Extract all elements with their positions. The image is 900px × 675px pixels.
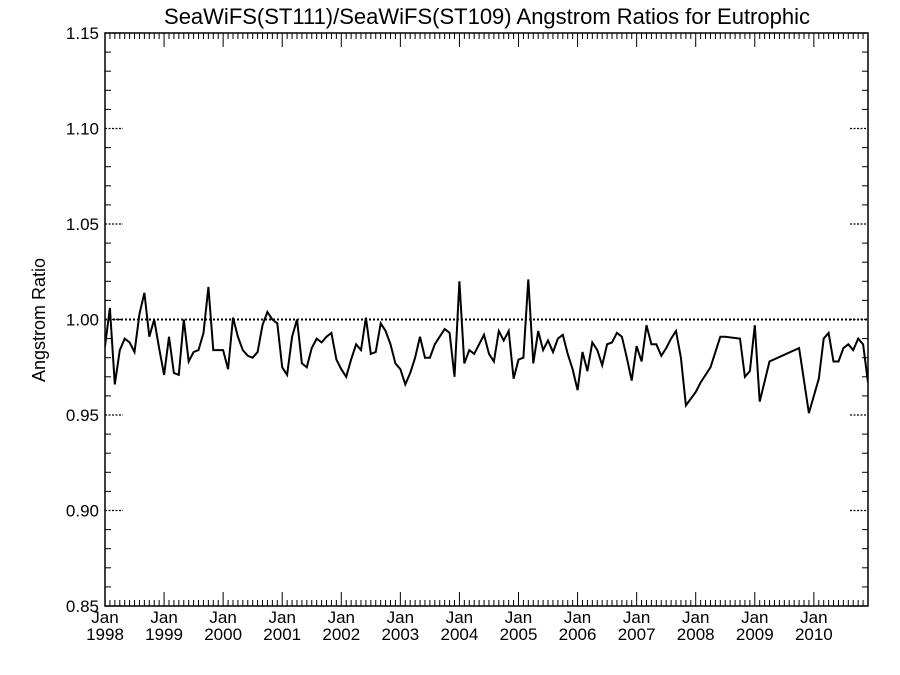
x-ticks: Jan1998Jan1999Jan2000Jan2001Jan2002Jan20…	[86, 33, 869, 644]
x-tick-month-label: Jan	[387, 608, 414, 627]
y-tick-label: 1.15	[66, 24, 99, 43]
x-tick-month-label: Jan	[682, 608, 709, 627]
x-tick-year-label: 2009	[736, 625, 774, 644]
series-line-0	[105, 279, 868, 414]
y-tick-label: 0.90	[66, 502, 99, 521]
y-axis-label: Angstrom Ratio	[29, 258, 49, 382]
x-tick-month-label: Jan	[623, 608, 650, 627]
x-tick-year-label: 2007	[618, 625, 656, 644]
x-tick-month-label: Jan	[209, 608, 236, 627]
x-tick-month-label: Jan	[564, 608, 591, 627]
x-tick-month-label: Jan	[328, 608, 355, 627]
x-tick-month-label: Jan	[800, 608, 827, 627]
x-tick-year-label: 1998	[86, 625, 124, 644]
x-tick-year-label: 2001	[263, 625, 301, 644]
x-tick-year-label: 2002	[322, 625, 360, 644]
y-tick-label: 0.95	[66, 406, 99, 425]
x-tick-month-label: Jan	[150, 608, 177, 627]
x-tick-month-label: Jan	[91, 608, 118, 627]
x-tick-year-label: 2008	[677, 625, 715, 644]
x-tick-year-label: 2000	[204, 625, 242, 644]
y-tick-label: 1.05	[66, 215, 99, 234]
chart-title: SeaWiFS(ST111)/SeaWiFS(ST109) Angstrom R…	[164, 4, 810, 29]
y-ticks: 0.85 0.90 0.95 1.00 1.05 1.10 1.15	[66, 24, 868, 616]
x-tick-month-label: Jan	[505, 608, 532, 627]
y-tick-label: 1.10	[66, 120, 99, 139]
y-tick-label: 1.00	[66, 311, 99, 330]
x-tick-year-label: 2004	[441, 625, 479, 644]
x-tick-year-label: 2003	[381, 625, 419, 644]
x-tick-month-label: Jan	[446, 608, 473, 627]
series-layer	[105, 279, 868, 414]
y-tick-label: 0.85	[66, 597, 99, 616]
x-tick-year-label: 2006	[559, 625, 597, 644]
x-tick-year-label: 1999	[145, 625, 183, 644]
x-tick-month-label: Jan	[741, 608, 768, 627]
x-tick-year-label: 2005	[500, 625, 538, 644]
x-tick-year-label: 2010	[795, 625, 833, 644]
x-tick-month-label: Jan	[269, 608, 296, 627]
